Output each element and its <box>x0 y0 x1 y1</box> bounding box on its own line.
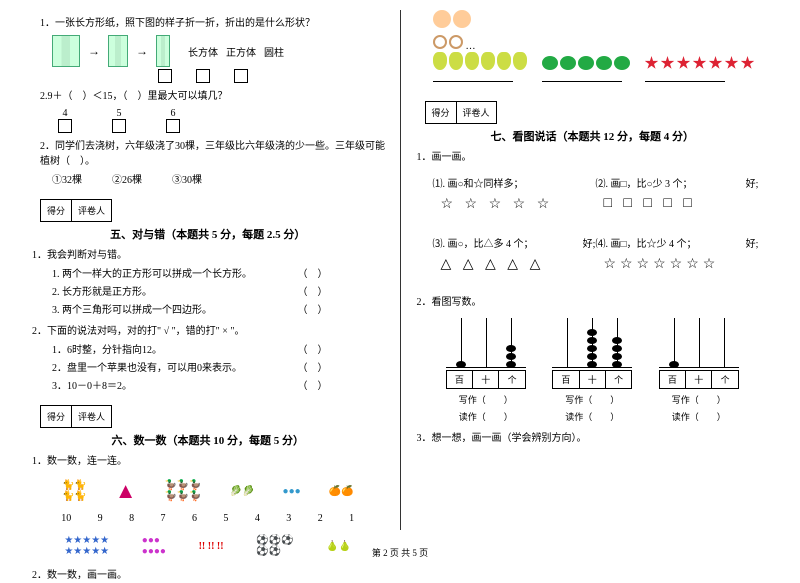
cats-icon: 🐈🐈🐈🐈 <box>62 480 87 502</box>
abacus-row: 百十个 写作（ ） 读作（ ） 百十个 写作（ ） 读作（ ） 百十个 写作（ … <box>433 318 753 423</box>
draw-cell-3: ⑶. 画○，比△多 4 个；好; △ △ △ △ △ <box>433 235 596 283</box>
arrow-icon: → <box>136 44 148 59</box>
s5-q2: 2．下面的说法对吗，对的打" √ "，错的打" × "。 <box>32 324 388 339</box>
dress-icon: ▲ <box>115 478 137 504</box>
check-box[interactable] <box>166 119 180 133</box>
page-footer: 第 2 页 共 5 页 <box>0 546 800 559</box>
answer-blank[interactable] <box>542 70 622 82</box>
pears-group <box>433 52 527 70</box>
option-2: 正方体 <box>226 44 256 59</box>
answer-blank[interactable] <box>433 70 513 82</box>
answer-blank[interactable] <box>645 70 725 82</box>
draw-cell-4: ⑷. 画□，比☆少 4 个；好; ☆☆☆☆☆☆☆ <box>595 235 758 283</box>
flower-icon <box>645 56 659 70</box>
melons-group <box>542 56 630 70</box>
score-box: 得分 评卷人 <box>40 405 112 428</box>
s5-q1: 1．我会判断对与错。 <box>32 248 388 263</box>
read-row: 读作（ ） <box>446 410 526 423</box>
s5-item: 1. 两个一样大的正方形可以拼成一个长方形。（ ） <box>52 267 388 282</box>
s7-q3: 3．想一想，画一画（学会辨别方向）。 <box>417 431 773 446</box>
orange-icon: 🍊🍊 <box>329 486 354 497</box>
q2-options: ①32棵 ②26棵 ③30棵 <box>52 173 388 188</box>
write-row: 写作（ ） <box>446 393 526 406</box>
section5-title: 五、对与错（本题共 5 分，每题 2.5 分） <box>28 226 388 242</box>
fruit-groups <box>433 52 773 85</box>
fold-box-3 <box>156 35 170 67</box>
read-row: 读作（ ） <box>552 410 632 423</box>
read-row: 读作（ ） <box>659 410 739 423</box>
section6-title: 六、数一数（本题共 10 分，每题 5 分） <box>28 432 388 448</box>
q1-sub2: 2.9＋（ ）＜15，（ ）里最大可以填几？ <box>40 89 388 104</box>
write-row: 写作（ ） <box>659 393 739 406</box>
shapes-row: □ □ □ □ □ <box>603 196 758 212</box>
s5-item: 2．盘里一个苹果也没有，可以用0来表示。（ ） <box>52 361 388 376</box>
q2-text: 2．同学们去浇树，六年级浇了30棵，三年级比六年级浇的少一些。三年级可能植树（ … <box>40 139 388 169</box>
check-box[interactable] <box>234 69 248 83</box>
right-column: … 得分 评卷人 七、看图说话（本题共 12 分，每题 4 分） 1．画一画。 … <box>405 10 781 530</box>
radish-icon: 🥬🥬 <box>230 486 255 497</box>
s7-q1: 1．画一画。 <box>417 150 773 165</box>
draw-cell-1: ⑴. 画○和☆同样多； ☆ ☆ ☆ ☆ ☆ <box>433 175 596 223</box>
section7-title: 七、看图说话（本题共 12 分，每题 4 分） <box>413 128 773 144</box>
num-5: 5 <box>117 108 122 119</box>
peach-icon <box>453 10 471 28</box>
option-3: 圆柱 <box>264 44 284 59</box>
rings-row: … <box>433 35 773 52</box>
num-6: 6 <box>171 108 176 119</box>
score-label: 得分 <box>41 406 72 427</box>
reviewer-label: 评卷人 <box>72 406 111 427</box>
shapes-row: △ △ △ △ △ <box>441 256 596 273</box>
reviewer-label: 评卷人 <box>72 200 111 221</box>
s5-item: 1．6时整，分针指向12。（ ） <box>52 343 388 358</box>
draw-cell-2: ⑵. 画□，比○少 3 个；好; □ □ □ □ □ <box>595 175 758 223</box>
melon-icon <box>542 56 558 70</box>
s6-q1: 1．数一数，连一连。 <box>32 454 388 469</box>
check-box[interactable] <box>58 119 72 133</box>
peach-icon <box>433 10 451 28</box>
ring-icon <box>433 35 447 49</box>
write-row: 写作（ ） <box>552 393 632 406</box>
flowers-group <box>645 56 755 70</box>
draw-grid: ⑴. 画○和☆同样多； ☆ ☆ ☆ ☆ ☆ ⑵. 画□，比○少 3 个；好; □… <box>433 169 773 289</box>
fold-shapes: → → 长方体 正方体 圆柱 <box>52 35 388 67</box>
peaches-row <box>433 10 773 31</box>
option-1: 长方体 <box>188 44 218 59</box>
s5-item: 3．10－0＋8＝2。（ ） <box>52 379 388 394</box>
number-labels: 10987654321 <box>48 513 368 524</box>
option-boxes <box>158 69 388 83</box>
s7-q2: 2．看图写数。 <box>417 295 773 310</box>
num-choices: 4 5 6 <box>58 108 388 133</box>
s6-q2: 2．数一数，画一画。 <box>32 568 388 583</box>
left-column: 1．一张长方形纸，照下图的样子折一折，折出的是什么形状？ → → 长方体 正方体… <box>20 10 396 530</box>
count-icons-top: 🐈🐈🐈🐈 ▲ 🦆🦆🦆🦆🦆🦆 🥬🥬 ●●● 🍊🍊 <box>48 475 368 507</box>
num-4: 4 <box>63 108 68 119</box>
ring-icon <box>449 35 463 49</box>
fold-box-2 <box>108 35 128 67</box>
check-box[interactable] <box>158 69 172 83</box>
blobs-icon: ●●● <box>283 486 301 497</box>
shapes-row: ☆☆☆☆☆☆☆ <box>603 256 758 273</box>
fold-box-1 <box>52 35 80 67</box>
score-box: 得分 评卷人 <box>40 199 112 222</box>
s5-item: 3. 两个三角形可以拼成一个四边形。（ ） <box>52 303 388 318</box>
score-label: 得分 <box>426 102 457 123</box>
abacus-2: 百十个 写作（ ） 读作（ ） <box>552 318 632 423</box>
arrow-icon: → <box>88 44 100 59</box>
score-box: 得分 评卷人 <box>425 101 497 124</box>
q1-text: 1．一张长方形纸，照下图的样子折一折，折出的是什么形状？ <box>40 16 388 31</box>
abacus-1: 百十个 写作（ ） 读作（ ） <box>446 318 526 423</box>
ducks-icon: 🦆🦆🦆🦆🦆🦆 <box>164 480 201 502</box>
abacus-3: 百十个 写作（ ） 读作（ ） <box>659 318 739 423</box>
score-label: 得分 <box>41 200 72 221</box>
pear-icon <box>433 52 447 70</box>
shapes-row: ☆ ☆ ☆ ☆ ☆ <box>441 196 596 213</box>
check-box[interactable] <box>112 119 126 133</box>
check-box[interactable] <box>196 69 210 83</box>
s5-item: 2. 长方形就是正方形。（ ） <box>52 285 388 300</box>
ring-ellipsis: … <box>466 41 476 52</box>
column-divider <box>400 10 401 530</box>
reviewer-label: 评卷人 <box>457 102 496 123</box>
